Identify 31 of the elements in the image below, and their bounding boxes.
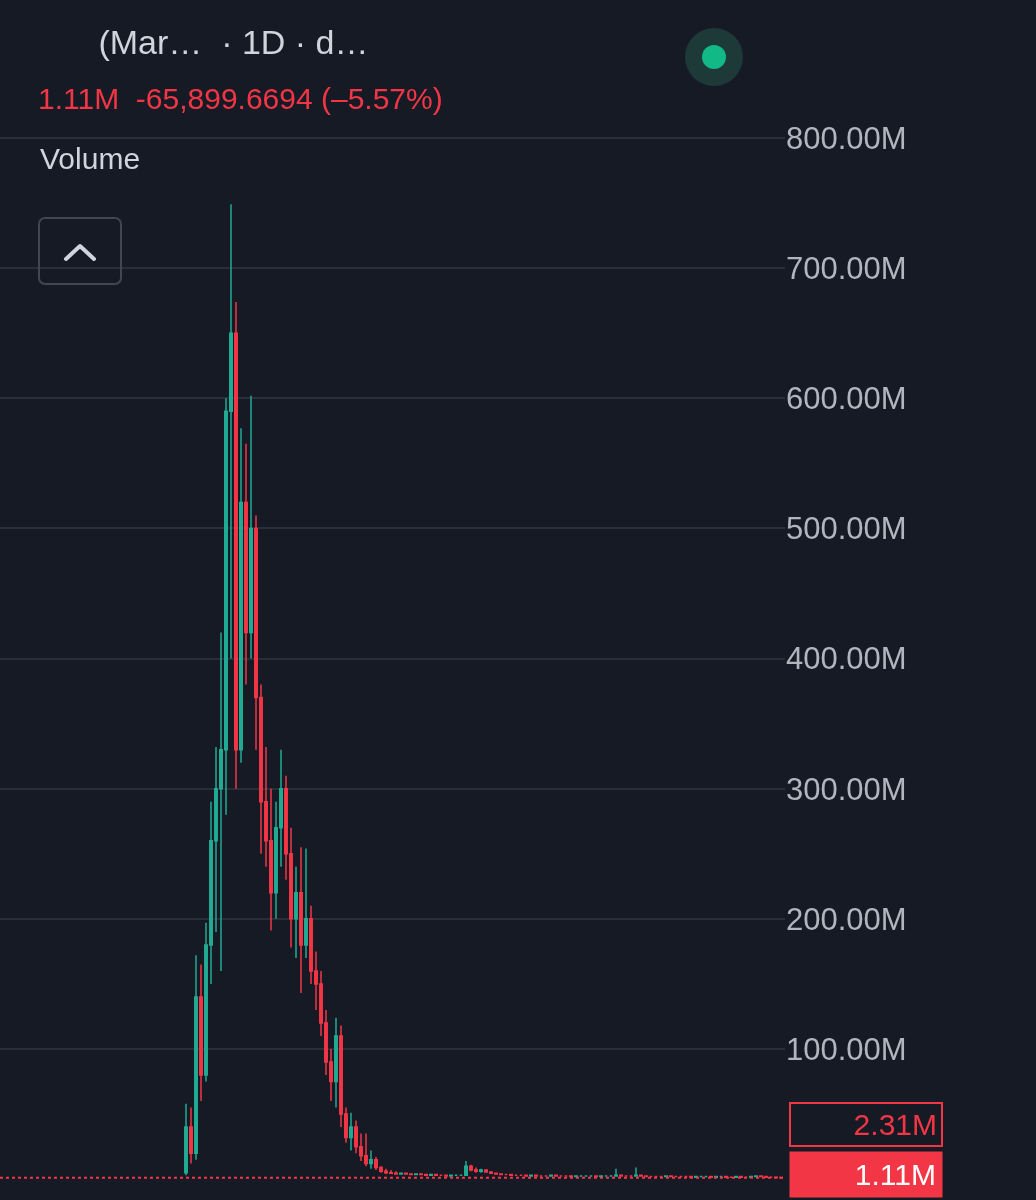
candlestick (244, 443, 248, 686)
y-tick-label: 300.00M (786, 771, 907, 807)
text: (Mar… · 1D · d… (98, 22, 369, 61)
ref-line-label: 1.11M (854, 1158, 936, 1191)
candlestick (369, 1149, 373, 1170)
candlestick (299, 846, 303, 994)
candlestick (304, 847, 308, 959)
candlestick (294, 866, 298, 959)
candlestick (349, 1112, 353, 1152)
y-tick-label: 600.00M (786, 381, 907, 417)
candlestick (239, 427, 243, 764)
candlestick (184, 1102, 188, 1177)
candlestick (334, 1017, 338, 1109)
candlestick (634, 1166, 638, 1178)
y-tick-label: 500.00M (786, 511, 907, 547)
candlestick (614, 1168, 618, 1178)
y-tick-label: 400.00M (786, 641, 907, 677)
y-tick-label: 200.00M (786, 901, 907, 937)
candlestick (249, 394, 253, 660)
candlestick (464, 1160, 468, 1177)
y-tick-label: 100.00M (786, 1031, 907, 1067)
candlestick (234, 301, 238, 790)
text: 2.31M (853, 1108, 937, 1141)
candlestick (189, 1106, 193, 1165)
y-tick-label: 700.00M (786, 250, 907, 286)
candlestick (479, 1168, 483, 1174)
candlestick (194, 954, 198, 1161)
text: 1.11M -65,899.6694 (–5.57%) (38, 82, 443, 115)
candlestick (199, 963, 203, 1102)
y-tick-label: 800.00M (786, 120, 907, 156)
text: Volume (40, 142, 141, 175)
